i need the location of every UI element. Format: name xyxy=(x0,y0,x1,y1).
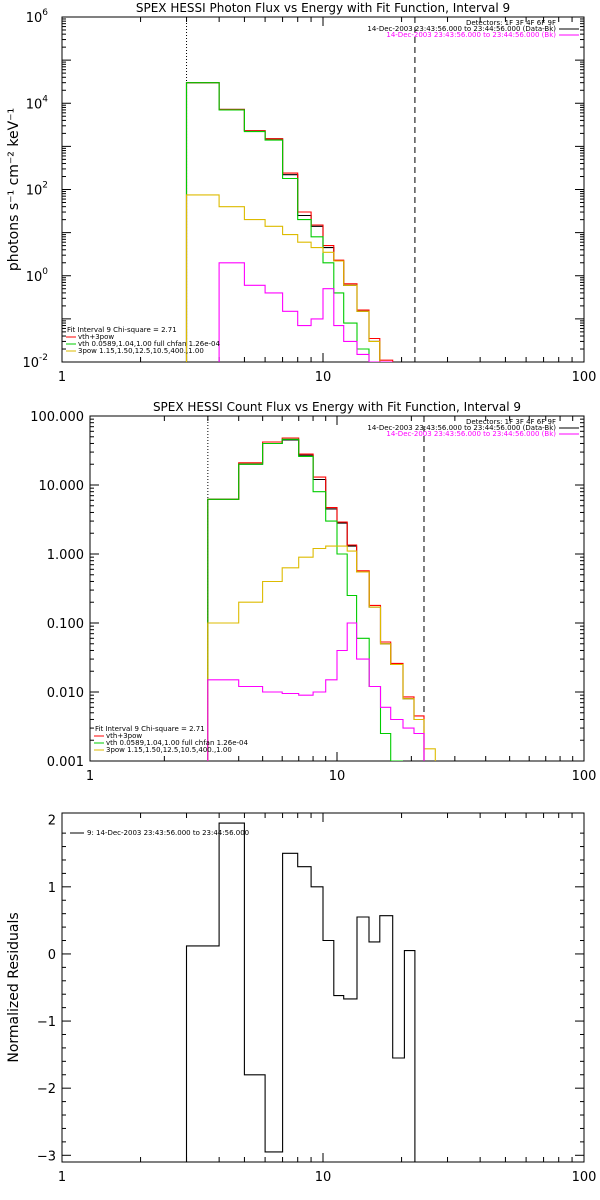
series-line-2 xyxy=(185,82,394,362)
y-tick-exponent: 6 xyxy=(42,8,48,18)
x-tick-label: 10 xyxy=(315,1170,332,1185)
legend-entry: 3pow 1.15,1.50,12.5,10.5,400.,1.00 xyxy=(78,347,204,355)
legend-entry: vth 0.0589,1.04,1.00 full chfan 1.26e-04 xyxy=(78,340,220,348)
y-tick-label: 1.000 xyxy=(47,548,84,563)
chart-panel-2: SPEX HESSI Count Flux vs Energy with Fit… xyxy=(30,400,596,784)
y-tick-base: −3 xyxy=(37,1149,56,1164)
chart-panel-3: 1 10 100 −3 −2 −1 0 1 2 Normalized Residuals 9: 14… xyxy=(6,812,597,1185)
y-tick-base: −1 xyxy=(37,1015,56,1030)
y-tick-label: 0.010 xyxy=(47,686,84,701)
series-line-1 xyxy=(207,439,425,761)
y-tick-base: 10 xyxy=(26,97,43,112)
y-tick-label: 0.100 xyxy=(47,617,84,632)
y-tick-label: 10-2 xyxy=(22,353,48,371)
x-tick-label: 1 xyxy=(86,769,94,784)
y-tick-label: −2 xyxy=(37,1082,56,1097)
y-tick-label: 106 xyxy=(26,8,49,26)
y-tick-label: 102 xyxy=(26,181,48,199)
legend-entry: 3pow 1.15,1.50,12.5,10.5,400.,1.00 xyxy=(106,746,232,754)
x-tick-label: 100 xyxy=(572,1170,597,1185)
y-tick-label: 104 xyxy=(26,94,49,112)
header-line: 14-Dec-2003 23:43:56.000 to 23:44:56.000… xyxy=(386,430,556,438)
series-line-2 xyxy=(207,437,425,761)
y-axis-label: Normalized Residuals xyxy=(6,912,22,1062)
series-line-3 xyxy=(185,82,370,362)
y-tick-label: 0 xyxy=(48,948,56,963)
y-tick-base: 1.000 xyxy=(47,548,84,563)
y-tick-label: −3 xyxy=(37,1149,56,1164)
legend-entry: 9: 14-Dec-2003 23:43:56.000 to 23:44:56.… xyxy=(87,829,249,837)
y-tick-label: 10.000 xyxy=(39,479,85,494)
x-tick-label: 10 xyxy=(315,370,332,385)
plot-frame xyxy=(89,415,585,762)
x-tick-label: 1 xyxy=(58,370,66,385)
y-tick-base: 10.000 xyxy=(39,479,85,494)
y-tick-base: 10 xyxy=(26,11,43,26)
y-tick-base: 0.100 xyxy=(47,617,84,632)
legend-entry: vth+3pow xyxy=(106,732,142,740)
header-line: 14-Dec-2003 23:43:56.000 to 23:44:56.000… xyxy=(367,25,556,33)
y-tick-base: 1 xyxy=(48,881,56,896)
y-tick-exponent: 4 xyxy=(42,94,48,104)
series-line-1 xyxy=(185,82,393,362)
y-axis-label: photons s⁻¹ cm⁻² keV⁻¹ xyxy=(6,108,22,271)
header-line: Detectors: 1F 3F 4F 6F 9F xyxy=(466,19,556,27)
header-line: 14-Dec-2003 23:43:56.000 to 23:44:56.000… xyxy=(386,31,556,39)
series-line-4 xyxy=(185,194,393,362)
chart-title: SPEX HESSI Photon Flux vs Energy with Fi… xyxy=(136,1,510,15)
legend-entry: vth 0.0589,1.04,1.00 full chfan 1.26e-04 xyxy=(106,739,248,747)
series-line-4 xyxy=(207,545,436,761)
series-line-5 xyxy=(218,262,393,362)
x-tick-label: 1 xyxy=(58,1170,66,1185)
y-tick-base: 10 xyxy=(26,270,43,285)
plot-frame xyxy=(61,812,585,1163)
y-tick-label: 100 xyxy=(26,267,49,285)
x-tick-label: 100 xyxy=(572,769,597,784)
x-tick-label: 100 xyxy=(572,370,597,385)
series-line-3 xyxy=(207,438,403,761)
y-tick-label: 1 xyxy=(48,881,56,896)
y-tick-base: 2 xyxy=(48,814,56,829)
legend-entry: Fit Interval 9 Chi-square = 2.71 xyxy=(67,326,177,334)
header-line: 14-Dec-2003 23:43:56.000 to 23:44:56.000… xyxy=(367,424,556,432)
y-tick-base: 0.010 xyxy=(47,686,84,701)
y-tick-base: 100.000 xyxy=(30,410,84,425)
y-tick-base: 10 xyxy=(22,356,39,371)
y-tick-base: 0.001 xyxy=(47,755,84,770)
y-tick-label: 0.001 xyxy=(47,755,84,770)
chart-title: SPEX HESSI Count Flux vs Energy with Fit… xyxy=(153,400,521,414)
legend-entry: Fit Interval 9 Chi-square = 2.71 xyxy=(95,725,205,733)
y-tick-label: 2 xyxy=(48,814,56,829)
y-tick-label: −1 xyxy=(37,1015,56,1030)
y-tick-base: 10 xyxy=(26,184,43,199)
y-tick-exponent: 0 xyxy=(42,267,48,277)
header-line: Detectors: 1F 3F 4F 6F 9F xyxy=(466,418,556,426)
y-tick-base: 0 xyxy=(48,948,56,963)
y-tick-base: −2 xyxy=(37,1082,56,1097)
y-tick-label: 100.000 xyxy=(30,410,84,425)
y-tick-exponent: -2 xyxy=(39,353,48,363)
series-line-1 xyxy=(185,822,416,1162)
series-line-5 xyxy=(207,622,425,761)
y-tick-exponent: 2 xyxy=(42,181,48,191)
x-tick-label: 10 xyxy=(329,769,346,784)
chart-panel-1: SPEX HESSI Photon Flux vs Energy with Fi… xyxy=(6,1,596,385)
legend-entry: vth+3pow xyxy=(78,333,114,341)
